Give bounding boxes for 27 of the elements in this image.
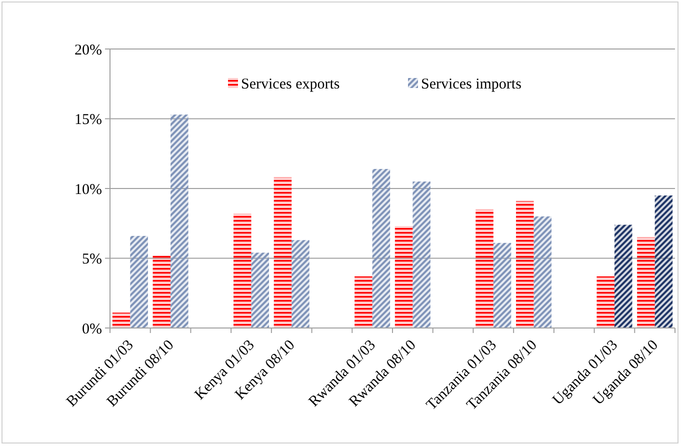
y-tick-label: 20% [74,42,102,58]
bar [516,201,534,328]
bar [493,242,512,328]
bar [152,255,171,328]
bar [292,240,310,328]
y-tick-label: 15% [74,112,102,128]
bar [354,276,372,328]
bar [637,237,655,328]
y-tick-label: 5% [82,252,102,268]
bar [476,209,494,328]
bar [614,224,632,328]
bar [596,276,614,328]
legend-label: Services exports [241,76,340,92]
legend-label: Services imports [421,76,522,92]
bar [534,216,552,328]
bar [233,214,252,328]
bar [654,195,673,328]
bar [251,252,270,328]
bar [412,182,430,328]
bar [394,226,413,328]
y-tick-label: 10% [74,182,102,198]
bar [170,114,188,328]
bar [274,177,292,328]
bar [130,236,148,328]
y-tick-label: 0% [82,321,102,338]
bar [372,168,390,328]
bar [112,312,130,328]
